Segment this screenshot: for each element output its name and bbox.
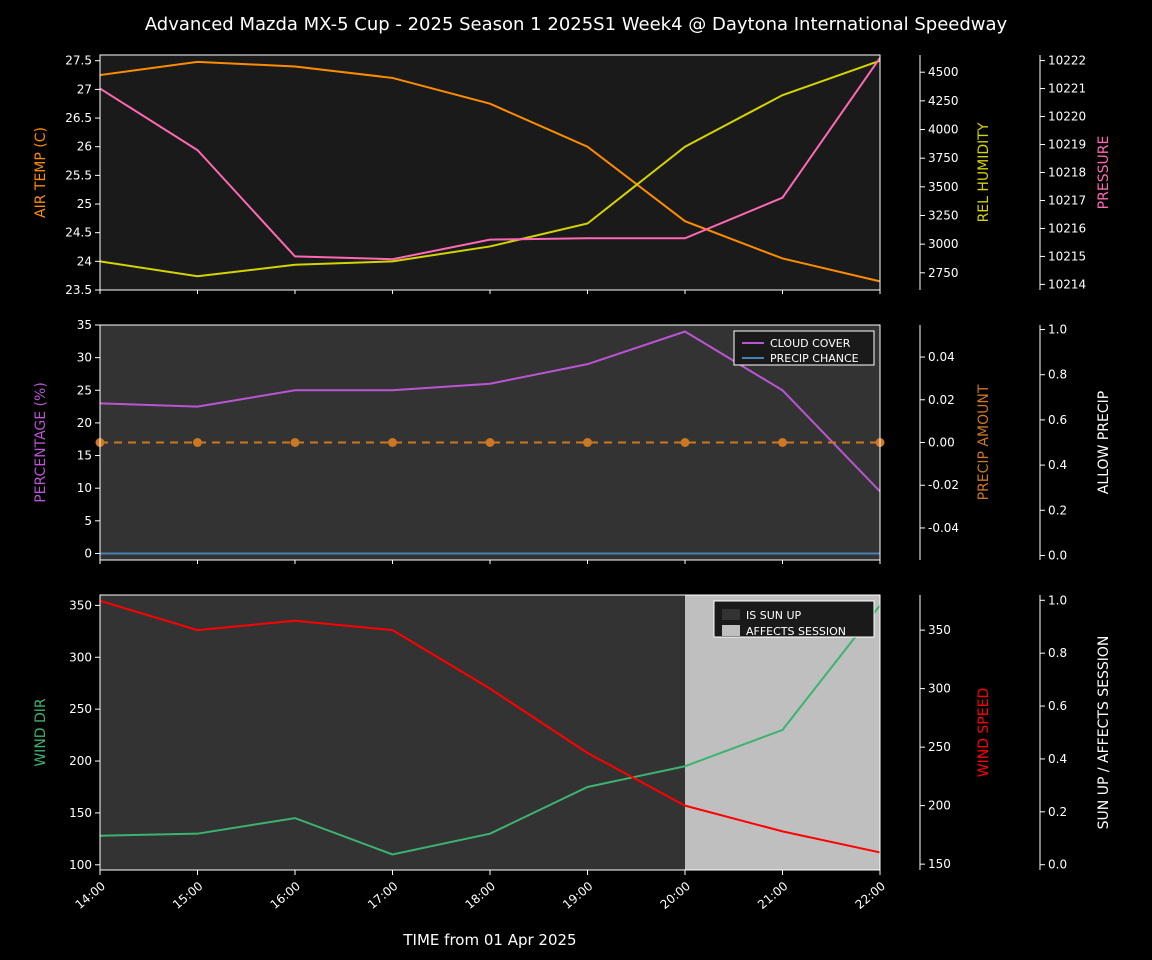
svg-text:AFFECTS SESSION: AFFECTS SESSION [746, 625, 846, 638]
svg-text:350: 350 [928, 623, 951, 637]
svg-text:0.00: 0.00 [928, 436, 955, 450]
svg-text:CLOUD COVER: CLOUD COVER [770, 337, 851, 350]
svg-text:25: 25 [77, 197, 92, 211]
svg-text:10220: 10220 [1048, 110, 1086, 124]
axis-label-precip-amount: PRECIP AMOUNT [976, 384, 992, 500]
svg-text:0.02: 0.02 [928, 393, 955, 407]
svg-text:27.5: 27.5 [65, 54, 92, 68]
svg-text:10221: 10221 [1048, 82, 1086, 96]
svg-text:10216: 10216 [1048, 221, 1086, 235]
svg-text:23.5: 23.5 [65, 283, 92, 297]
svg-text:0.6: 0.6 [1048, 413, 1067, 427]
weather-chart: Advanced Mazda MX-5 Cup - 2025 Season 1 … [0, 0, 1152, 960]
svg-text:35: 35 [77, 318, 92, 332]
svg-text:24: 24 [77, 254, 92, 268]
svg-text:25.5: 25.5 [65, 168, 92, 182]
svg-text:0.8: 0.8 [1048, 646, 1067, 660]
axis-label-pressure: PRESSURE [1096, 136, 1112, 210]
svg-text:-0.04: -0.04 [928, 521, 959, 535]
svg-text:0.0: 0.0 [1048, 858, 1067, 872]
svg-text:10217: 10217 [1048, 193, 1086, 207]
svg-text:IS SUN UP: IS SUN UP [746, 609, 802, 622]
svg-text:0.0: 0.0 [1048, 548, 1067, 562]
svg-text:3500: 3500 [928, 180, 959, 194]
svg-text:0.04: 0.04 [928, 350, 955, 364]
axis-label-air-temp-c-: AIR TEMP (C) [33, 127, 49, 218]
axis-label-rel-humidity: REL HUMIDITY [976, 122, 992, 222]
svg-text:3000: 3000 [928, 237, 959, 251]
svg-text:1.0: 1.0 [1048, 593, 1067, 607]
svg-text:15: 15 [77, 449, 92, 463]
svg-text:4500: 4500 [928, 65, 959, 79]
svg-text:PRECIP CHANCE: PRECIP CHANCE [770, 352, 859, 365]
axis-label-sun-up-affects-session: SUN UP / AFFECTS SESSION [1096, 636, 1112, 830]
svg-text:0.4: 0.4 [1048, 458, 1067, 472]
axis-label-percentage-: PERCENTAGE (%) [33, 382, 49, 503]
svg-text:26: 26 [77, 140, 92, 154]
svg-text:100: 100 [69, 858, 92, 872]
svg-text:0.6: 0.6 [1048, 699, 1067, 713]
svg-text:4250: 4250 [928, 94, 959, 108]
svg-text:2750: 2750 [928, 266, 959, 280]
svg-text:3250: 3250 [928, 208, 959, 222]
svg-text:0.8: 0.8 [1048, 368, 1067, 382]
svg-text:-0.02: -0.02 [928, 478, 959, 492]
svg-text:0.2: 0.2 [1048, 503, 1067, 517]
svg-text:10222: 10222 [1048, 54, 1086, 68]
svg-text:4000: 4000 [928, 123, 959, 137]
svg-text:3750: 3750 [928, 151, 959, 165]
svg-text:0.2: 0.2 [1048, 805, 1067, 819]
chart-title: Advanced Mazda MX-5 Cup - 2025 Season 1 … [145, 14, 1008, 35]
svg-text:300: 300 [69, 650, 92, 664]
svg-text:1.0: 1.0 [1048, 323, 1067, 337]
svg-text:200: 200 [69, 754, 92, 768]
svg-text:0: 0 [84, 546, 92, 560]
axis-label-allow-precip: ALLOW PRECIP [1096, 391, 1112, 494]
svg-text:10215: 10215 [1048, 249, 1086, 263]
svg-text:5: 5 [84, 514, 92, 528]
svg-text:25: 25 [77, 383, 92, 397]
svg-text:0.4: 0.4 [1048, 752, 1067, 766]
svg-text:150: 150 [928, 857, 951, 871]
svg-text:10: 10 [77, 481, 92, 495]
svg-text:250: 250 [69, 702, 92, 716]
svg-text:10214: 10214 [1048, 277, 1086, 291]
svg-text:200: 200 [928, 799, 951, 813]
svg-text:10219: 10219 [1048, 138, 1086, 152]
svg-text:250: 250 [928, 740, 951, 754]
svg-text:20: 20 [77, 416, 92, 430]
svg-text:30: 30 [77, 351, 92, 365]
svg-text:24.5: 24.5 [65, 226, 92, 240]
svg-text:26.5: 26.5 [65, 111, 92, 125]
axis-label-wind-speed: WIND SPEED [976, 688, 992, 777]
svg-text:300: 300 [928, 682, 951, 696]
axis-label-wind-dir: WIND DIR [33, 698, 49, 767]
svg-text:27: 27 [77, 82, 92, 96]
svg-text:350: 350 [69, 598, 92, 612]
svg-text:150: 150 [69, 806, 92, 820]
svg-text:10218: 10218 [1048, 166, 1086, 180]
x-axis-label: TIME from 01 Apr 2025 [402, 931, 576, 949]
